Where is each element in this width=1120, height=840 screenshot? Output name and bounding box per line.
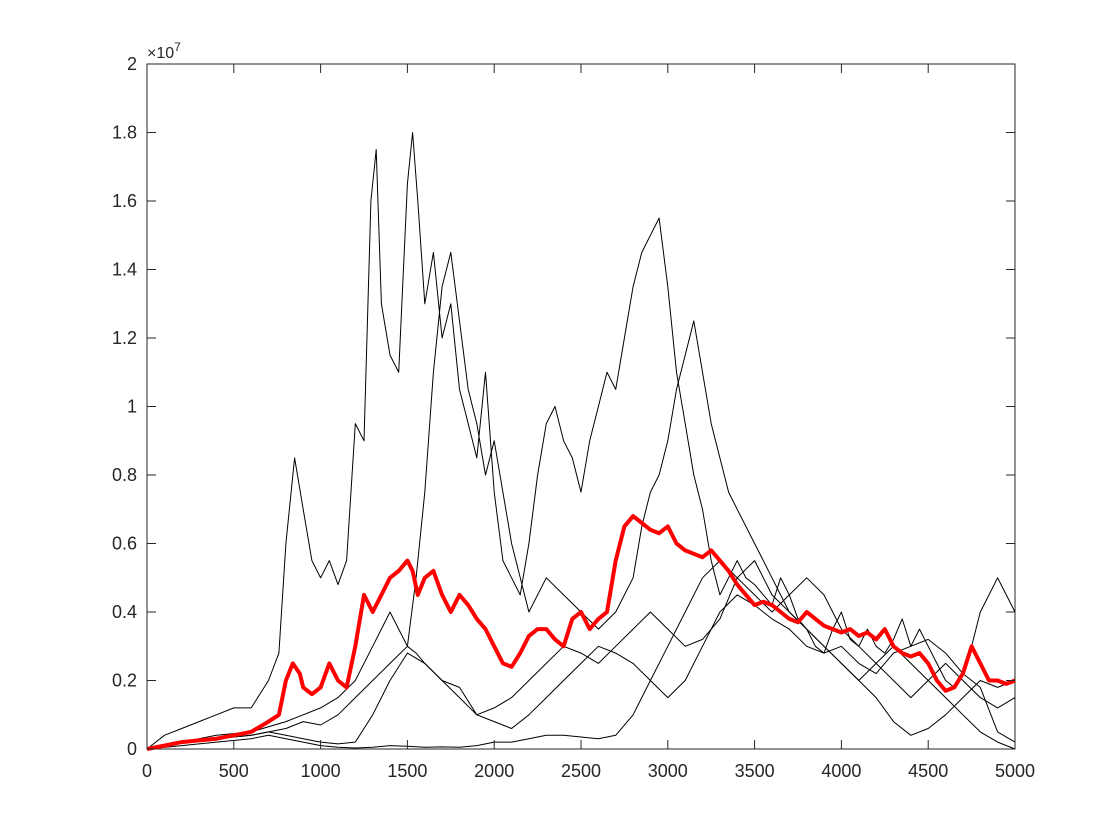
y-multiplier-base: ×10 — [147, 45, 174, 62]
y-tick-label: 1.2 — [112, 328, 137, 348]
x-tick-label: 4500 — [908, 761, 948, 781]
series-line-4 — [146, 560, 1016, 750]
x-tick-label: 500 — [219, 761, 249, 781]
series-layer — [146, 132, 1016, 751]
x-tick-label: 3000 — [648, 761, 688, 781]
x-tick-label: 2500 — [561, 761, 601, 781]
x-tick-label: 4000 — [821, 761, 861, 781]
y-tick-label: 0.4 — [112, 602, 137, 622]
x-tick-label: 2000 — [474, 761, 514, 781]
y-axis-exponent-label: ×107 — [147, 40, 181, 62]
y-tick-label: 1 — [127, 397, 137, 417]
series-line-1 — [146, 132, 1016, 750]
y-tick-label: 1.8 — [112, 123, 137, 143]
series-line-5 — [146, 594, 1016, 750]
series-line-red — [146, 514, 1016, 751]
x-tick-label: 1000 — [301, 761, 341, 781]
y-tick-label: 0.8 — [112, 465, 137, 485]
x-axis-ticks: 0 500 1000 1500 2000 2500 3000 3500 4000 4500 5000 — [142, 64, 1035, 781]
series-line-3 — [146, 560, 1016, 750]
y-axis-ticks: 0 0.2 0.4 0.6 0.8 1 1.2 1.4 1.6 1.8 2 — [112, 54, 1015, 759]
y-multiplier-exponent: 7 — [174, 40, 181, 54]
y-tick-label: 1.4 — [112, 260, 137, 280]
axes-box — [146, 63, 1016, 750]
x-tick-label: 5000 — [995, 761, 1035, 781]
y-tick-label: 2 — [127, 54, 137, 74]
y-tick-label: 0 — [127, 739, 137, 759]
y-tick-label: 0.2 — [112, 671, 137, 691]
plot-area: 0 500 1000 1500 2000 2500 3000 3500 4000 4500 5000… — [112, 54, 1035, 781]
x-tick-label: 0 — [142, 761, 152, 781]
x-tick-label: 3500 — [735, 761, 775, 781]
x-tick-label: 1500 — [387, 761, 427, 781]
y-tick-label: 0.6 — [112, 534, 137, 554]
y-tick-label: 1.6 — [112, 191, 137, 211]
